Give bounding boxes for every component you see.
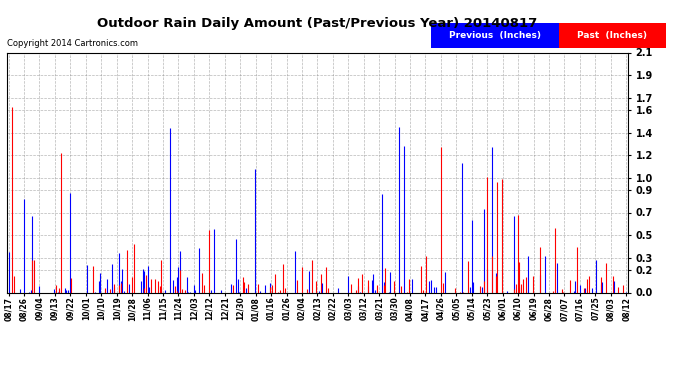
Text: Previous  (Inches): Previous (Inches) <box>449 31 541 40</box>
Text: Outdoor Rain Daily Amount (Past/Previous Year) 20140817: Outdoor Rain Daily Amount (Past/Previous… <box>97 17 538 30</box>
Text: Copyright 2014 Cartronics.com: Copyright 2014 Cartronics.com <box>7 39 138 48</box>
Text: Past  (Inches): Past (Inches) <box>578 31 647 40</box>
